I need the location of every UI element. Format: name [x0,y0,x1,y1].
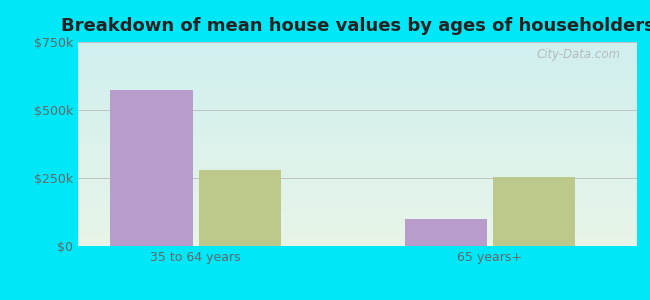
Title: Breakdown of mean house values by ages of householders: Breakdown of mean house values by ages o… [60,17,650,35]
Bar [111,90,193,246]
Text: City-Data.com: City-Data.com [536,48,620,61]
Bar [404,219,487,246]
Bar [199,170,281,246]
Bar [493,177,575,246]
